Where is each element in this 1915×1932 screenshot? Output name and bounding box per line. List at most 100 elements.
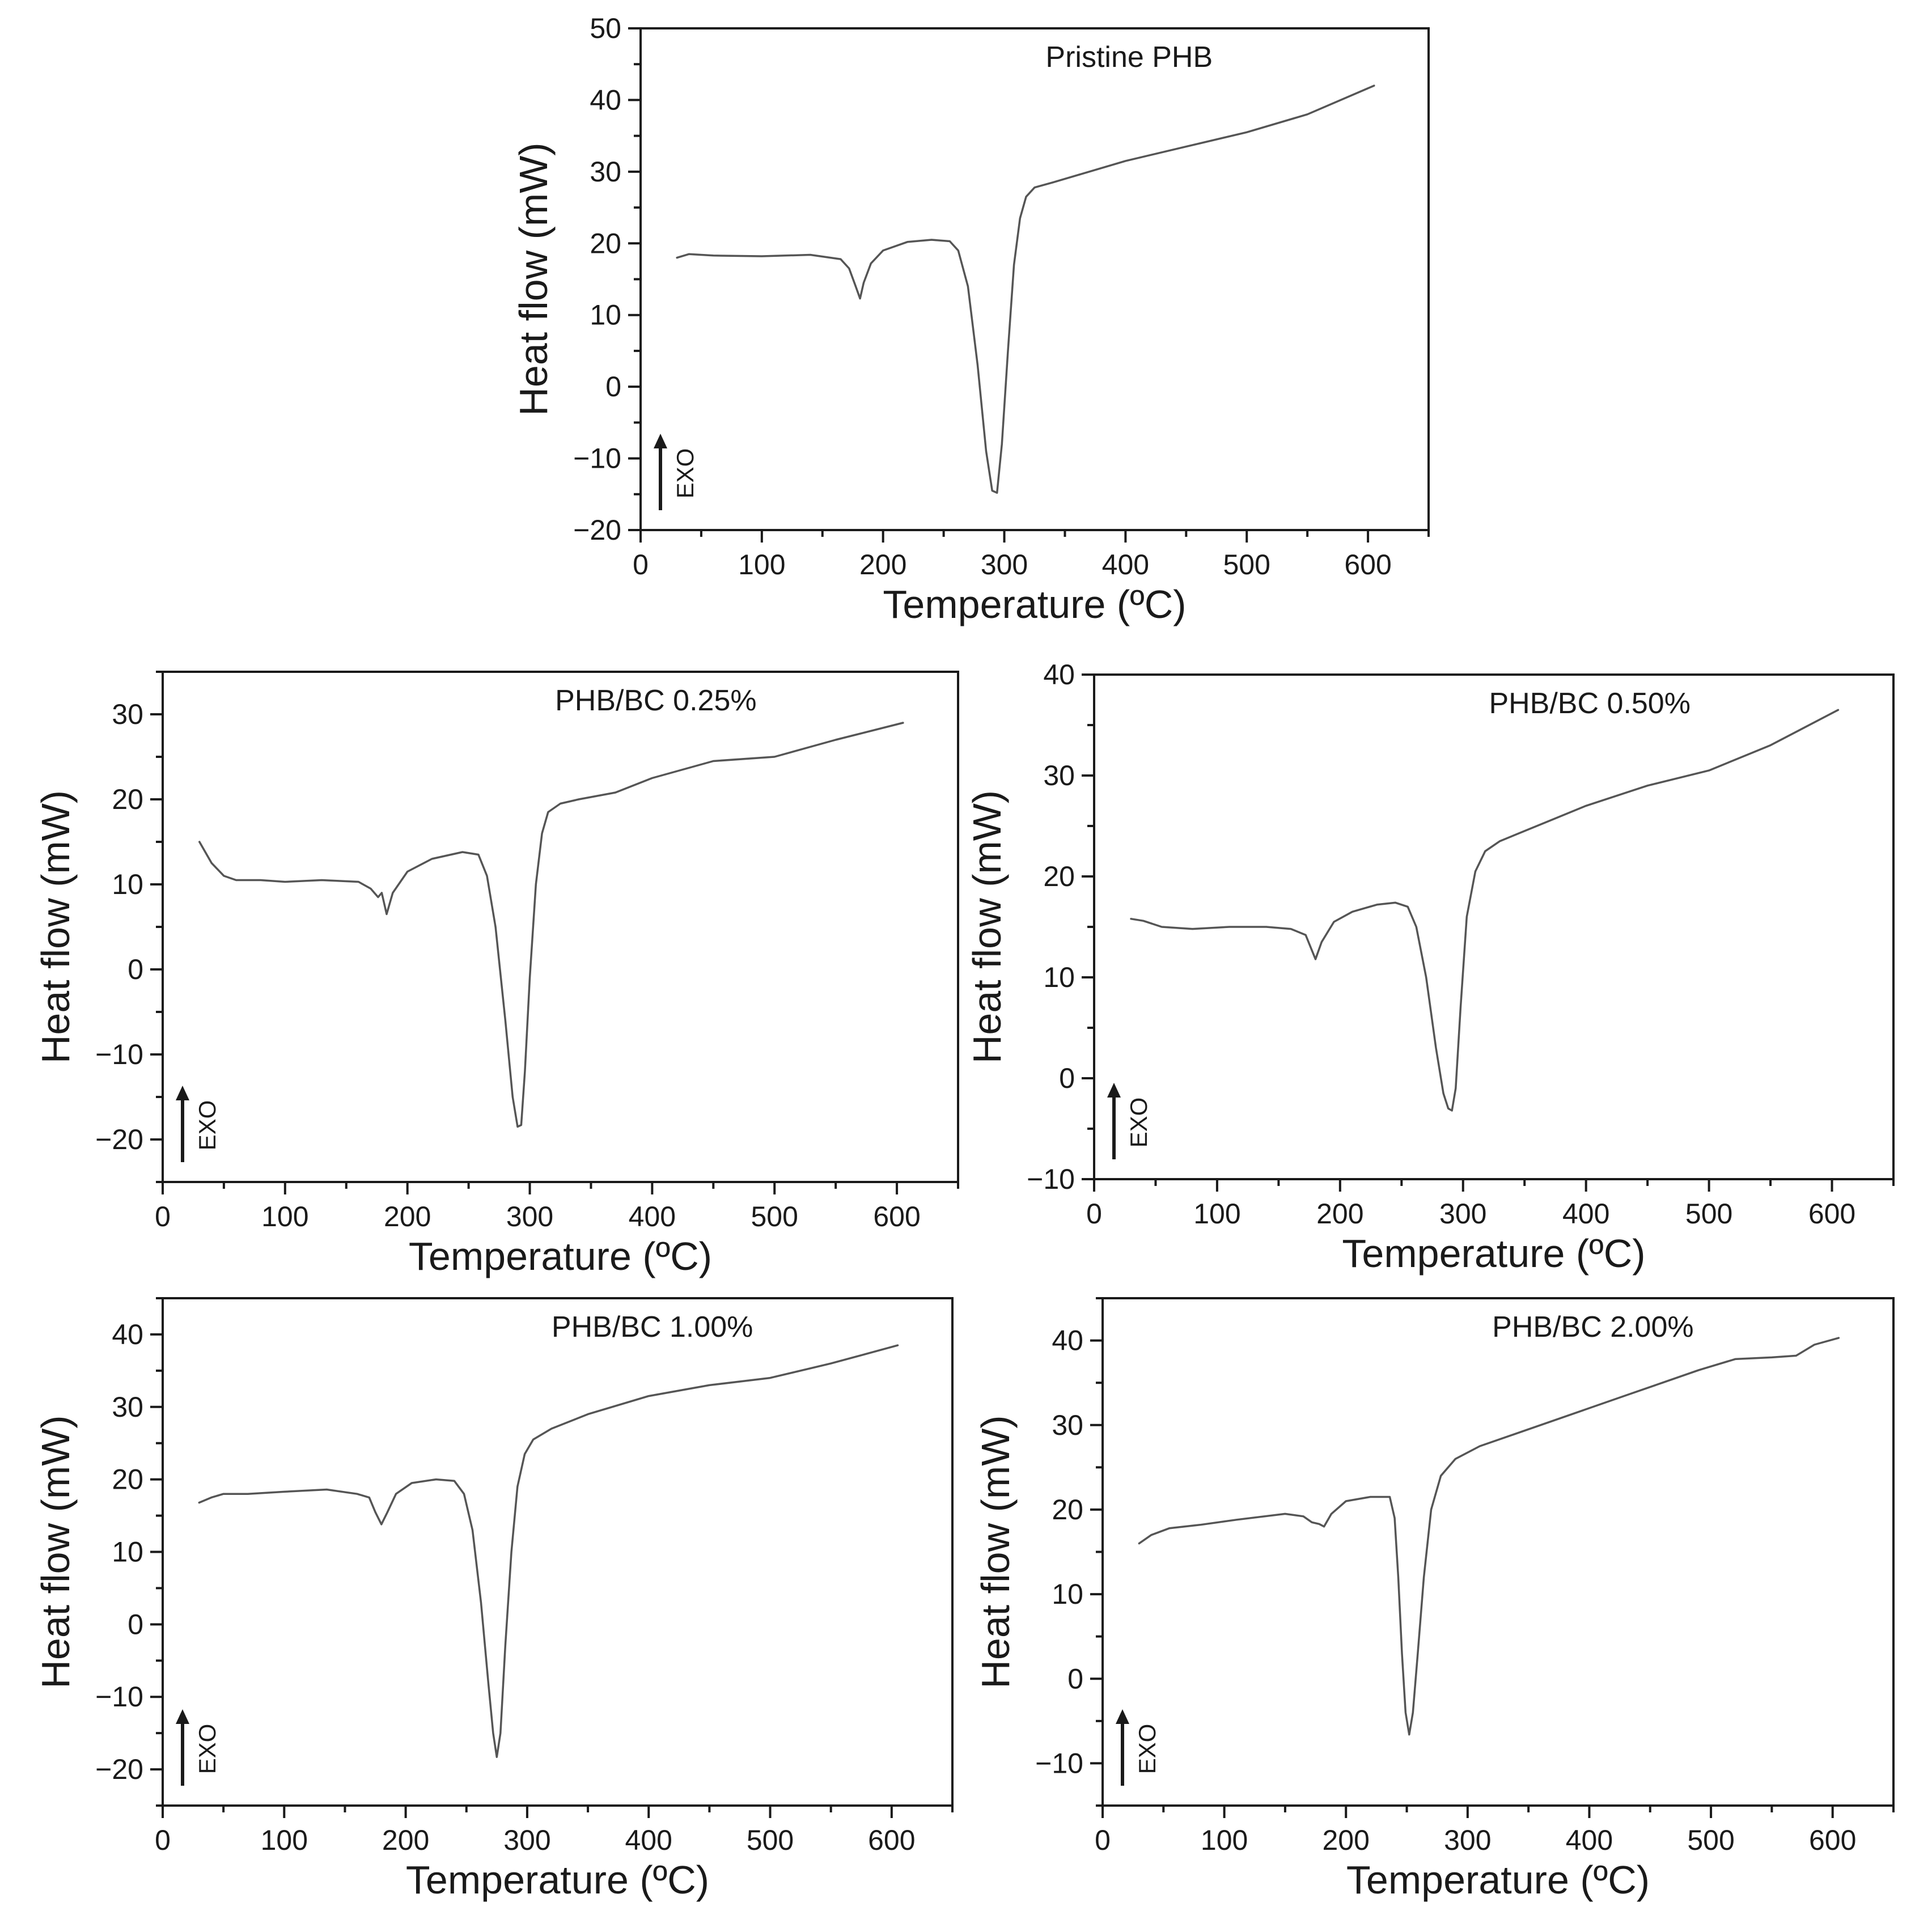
x-tick-label: 100 xyxy=(1201,1824,1248,1856)
y-tick-label: −10 xyxy=(95,1681,143,1713)
x-tick-label: 300 xyxy=(506,1201,553,1232)
y-tick-label: 20 xyxy=(1052,1494,1083,1526)
exo-label: EXO xyxy=(672,448,698,499)
x-tick-label: 200 xyxy=(1323,1824,1370,1856)
panel-title: PHB/BC 0.25% xyxy=(555,684,757,717)
y-tick-label: 40 xyxy=(1043,659,1075,690)
y-tick-label: 50 xyxy=(590,12,621,44)
x-tick-label: 200 xyxy=(1316,1198,1363,1230)
x-tick-label: 100 xyxy=(738,549,785,581)
y-tick-label: 10 xyxy=(1052,1578,1083,1610)
y-tick-label: −10 xyxy=(1035,1747,1083,1779)
y-tick-label: 30 xyxy=(1043,760,1075,791)
y-tick-label: 0 xyxy=(1059,1062,1075,1094)
x-tick-label: 400 xyxy=(1566,1824,1613,1856)
panel-title: PHB/BC 2.00% xyxy=(1492,1311,1694,1344)
exo-label: EXO xyxy=(1125,1098,1152,1148)
x-tick-label: 300 xyxy=(1444,1824,1491,1856)
y-tick-label: 40 xyxy=(590,84,621,116)
exo-arrow-head-icon xyxy=(176,1709,189,1724)
chart-panel-3: 0 100 200 300 400 500 600 −10 0 10 20 30 40 Temperatu… xyxy=(965,659,1895,1276)
chart-panel-4: 0 100 200 300 400 500 600 −20 −10 0 10 20 30 40 Temper… xyxy=(33,1297,954,1902)
y-axis-title: Heat flow (mW) xyxy=(511,142,556,416)
chart-panel-5: 0 100 200 300 400 500 600 −10 0 10 20 30 40 Temperatu… xyxy=(973,1297,1895,1902)
y-tick-label: 10 xyxy=(590,299,621,331)
exo-label: EXO xyxy=(194,1724,221,1774)
x-tick-label: 300 xyxy=(1439,1198,1486,1230)
chart-panel-1: 0 100 200 300 400 500 600 −20 −10 0 10 20 30 40 50 Temp… xyxy=(511,12,1430,626)
y-tick-label: 10 xyxy=(112,868,143,900)
y-tick-label: 30 xyxy=(112,1391,143,1423)
y-tick-label: 20 xyxy=(112,783,143,815)
x-tick-label: 300 xyxy=(981,549,1028,581)
x-tick-label: 600 xyxy=(1344,549,1391,581)
x-tick-label: 200 xyxy=(384,1201,431,1232)
x-tick-label: 300 xyxy=(503,1824,550,1856)
panel-title: PHB/BC 1.00% xyxy=(552,1311,753,1344)
heat-flow-series-line xyxy=(676,84,1375,494)
exo-arrow-head-icon xyxy=(176,1086,189,1100)
x-tick-label: 100 xyxy=(261,1201,308,1232)
x-axis-title: Temperature (ºC) xyxy=(883,582,1186,626)
x-axis-title: Temperature (ºC) xyxy=(409,1234,712,1278)
x-tick-label: 400 xyxy=(629,1201,676,1232)
x-tick-label: 600 xyxy=(868,1824,915,1856)
x-tick-label: 200 xyxy=(859,549,906,581)
y-tick-label: 0 xyxy=(128,954,143,985)
y-tick-label: −20 xyxy=(95,1124,143,1155)
y-tick-label: −10 xyxy=(1027,1163,1075,1195)
y-tick-label: 0 xyxy=(605,371,621,402)
exo-label: EXO xyxy=(1134,1724,1160,1774)
x-tick-label: 500 xyxy=(1223,549,1270,581)
y-tick-label: 20 xyxy=(590,227,621,259)
x-tick-label: 0 xyxy=(633,549,649,581)
x-axis-title: Temperature (ºC) xyxy=(406,1858,709,1902)
x-tick-label: 100 xyxy=(261,1824,308,1856)
exo-label: EXO xyxy=(194,1100,221,1151)
x-tick-label: 0 xyxy=(155,1201,171,1232)
y-tick-label: 0 xyxy=(1067,1663,1083,1694)
y-tick-label: −20 xyxy=(573,514,621,546)
plot-frame xyxy=(1101,1297,1895,1807)
plot-frame xyxy=(162,1297,954,1807)
x-axis-title: Temperature (ºC) xyxy=(1346,1858,1650,1902)
exo-arrow-head-icon xyxy=(654,434,667,448)
y-tick-label: 30 xyxy=(590,156,621,188)
y-axis-title: Heat flow (mW) xyxy=(973,1415,1018,1688)
x-tick-label: 600 xyxy=(873,1201,920,1232)
y-tick-label: −10 xyxy=(573,443,621,474)
y-tick-label: 20 xyxy=(1043,861,1075,892)
heat-flow-series-line xyxy=(198,722,904,1128)
x-tick-label: 400 xyxy=(1102,549,1149,581)
y-axis-title: Heat flow (mW) xyxy=(33,790,78,1064)
y-axis-title: Heat flow (mW) xyxy=(965,790,1009,1064)
y-tick-label: 30 xyxy=(112,698,143,730)
x-tick-label: 500 xyxy=(1685,1198,1732,1230)
y-axis-title: Heat flow (mW) xyxy=(33,1415,78,1688)
y-tick-label: 0 xyxy=(128,1608,143,1640)
x-tick-label: 500 xyxy=(751,1201,798,1232)
y-tick-label: −10 xyxy=(95,1039,143,1070)
exo-arrow-head-icon xyxy=(1116,1709,1129,1724)
panel-title: Pristine PHB xyxy=(1045,41,1213,74)
plot-frame xyxy=(162,671,959,1183)
y-tick-label: 10 xyxy=(1043,961,1075,993)
x-tick-label: 400 xyxy=(1562,1198,1609,1230)
x-tick-label: 0 xyxy=(1086,1198,1102,1230)
y-tick-label: 30 xyxy=(1052,1409,1083,1441)
x-tick-label: 500 xyxy=(747,1824,794,1856)
x-tick-label: 400 xyxy=(625,1824,672,1856)
x-tick-label: 0 xyxy=(155,1824,171,1856)
x-tick-label: 600 xyxy=(1808,1198,1855,1230)
y-tick-label: −20 xyxy=(95,1753,143,1785)
x-tick-label: 100 xyxy=(1193,1198,1240,1230)
x-tick-label: 500 xyxy=(1687,1824,1734,1856)
y-tick-label: 20 xyxy=(112,1464,143,1495)
panel-title: PHB/BC 0.50% xyxy=(1489,687,1691,720)
chart-panel-2: 0 100 200 300 400 500 600 −20 −10 0 10 20 30 Temperat… xyxy=(33,671,959,1278)
x-axis-title: Temperature (ºC) xyxy=(1342,1231,1645,1276)
heat-flow-series-line xyxy=(1138,1337,1840,1736)
heat-flow-series-line xyxy=(198,1344,899,1759)
y-tick-label: 40 xyxy=(112,1319,143,1350)
